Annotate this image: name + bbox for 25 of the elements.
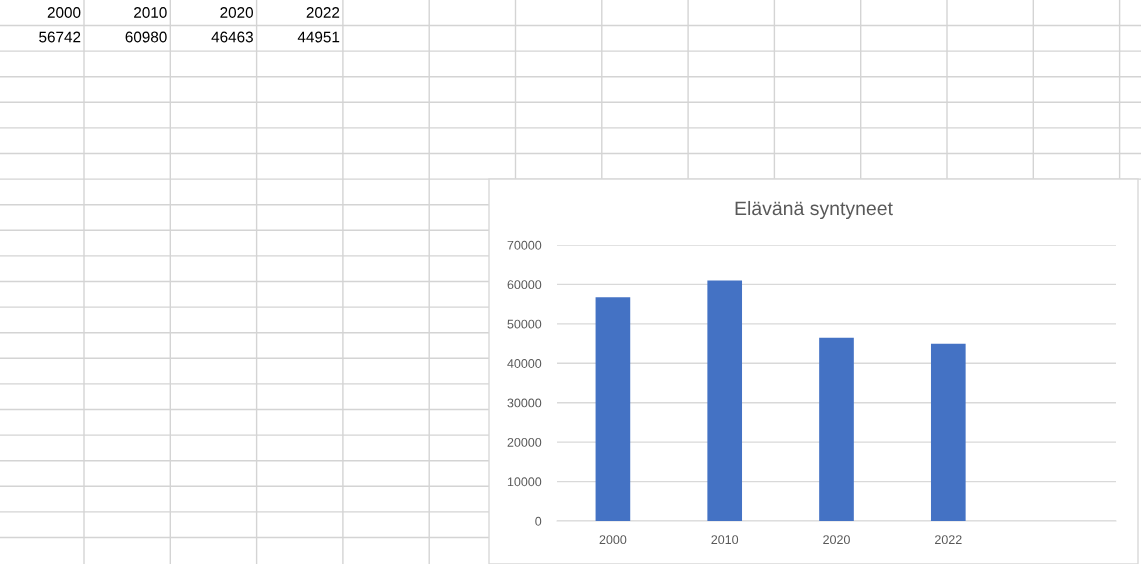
data-label: 44951	[297, 31, 340, 43]
y-tick-label: 70000	[507, 240, 542, 250]
y-tick-label: 0	[535, 516, 542, 526]
data-label: 60980	[125, 31, 167, 43]
y-tick-label: 40000	[507, 359, 542, 368]
x-tick-label: 2000	[599, 535, 627, 545]
x-tick-label: 2020	[823, 535, 850, 545]
y-tick-label: 50000	[507, 319, 542, 329]
bar	[819, 337, 854, 521]
y-tick-label: 30000	[507, 398, 542, 408]
category-label: 2020	[220, 7, 254, 18]
category-label: 2010	[134, 7, 167, 18]
y-tick-label: 60000	[507, 280, 542, 290]
bar	[930, 343, 966, 521]
x-tick-label: 2022	[935, 535, 962, 545]
y-tick-label: 10000	[507, 477, 542, 487]
category-label: 2022	[306, 7, 340, 18]
bar	[595, 297, 631, 521]
bar	[707, 280, 743, 521]
data-label: 56742	[39, 31, 81, 43]
data-label: 46463	[211, 31, 253, 43]
x-tick-label: 2010	[711, 535, 739, 545]
chart-title: Elävänä syntyneet	[735, 200, 893, 220]
category-label: 2000	[47, 7, 81, 18]
y-tick-label: 20000	[507, 437, 542, 447]
